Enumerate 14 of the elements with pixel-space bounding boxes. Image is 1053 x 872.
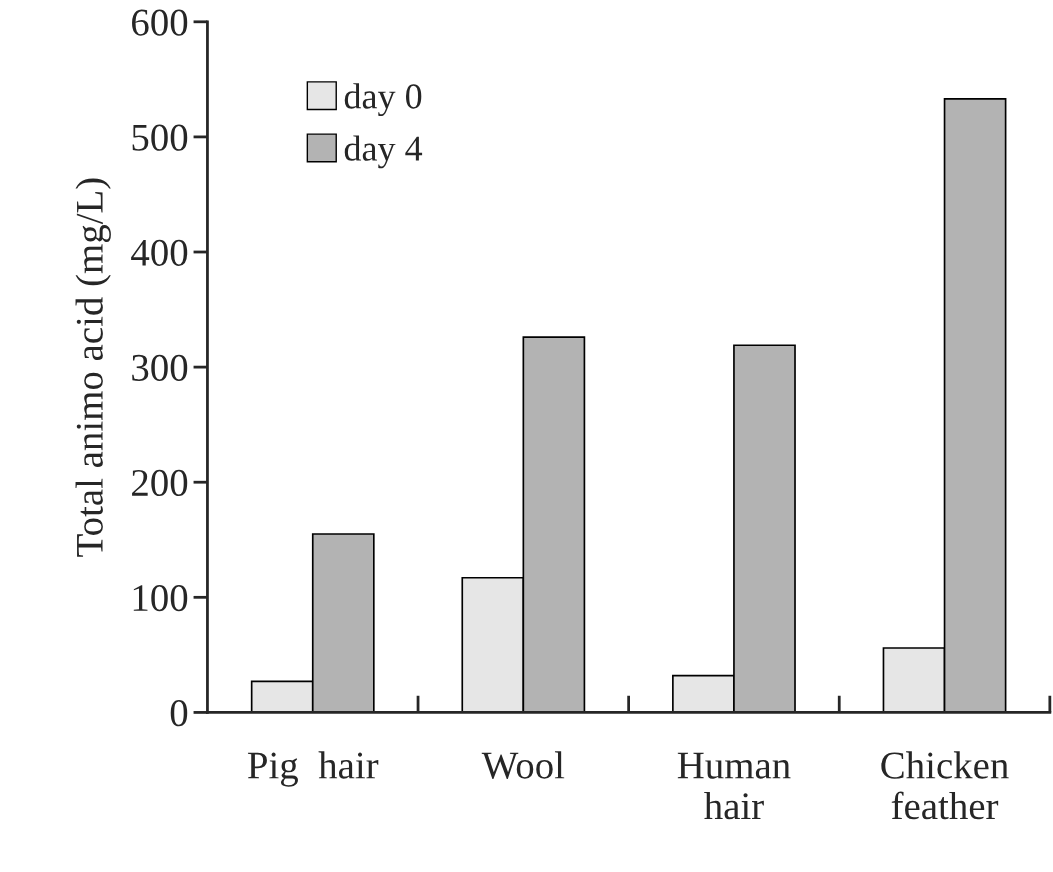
y-tick-label: 300 bbox=[132, 354, 188, 381]
y-tick-label: 400 bbox=[131, 239, 188, 266]
legend-label: day 4 bbox=[344, 135, 423, 169]
x-tick-label: Pig hair bbox=[247, 751, 379, 787]
x-tick-label: Chicken feather bbox=[881, 751, 1009, 820]
x-tick-label: Human hair bbox=[677, 752, 791, 820]
legend-label: day 0 bbox=[344, 83, 422, 117]
y-tick-label: 100 bbox=[133, 584, 188, 612]
y-tick-label: 0 bbox=[170, 700, 188, 727]
y-tick-label: 500 bbox=[132, 124, 188, 151]
y-tick-label: 200 bbox=[132, 469, 188, 497]
x-tick-label: Wool bbox=[481, 751, 565, 779]
y-axis-title: Total animo acid (mg/L) bbox=[75, 178, 111, 557]
y-tick-label: 600 bbox=[132, 9, 188, 36]
